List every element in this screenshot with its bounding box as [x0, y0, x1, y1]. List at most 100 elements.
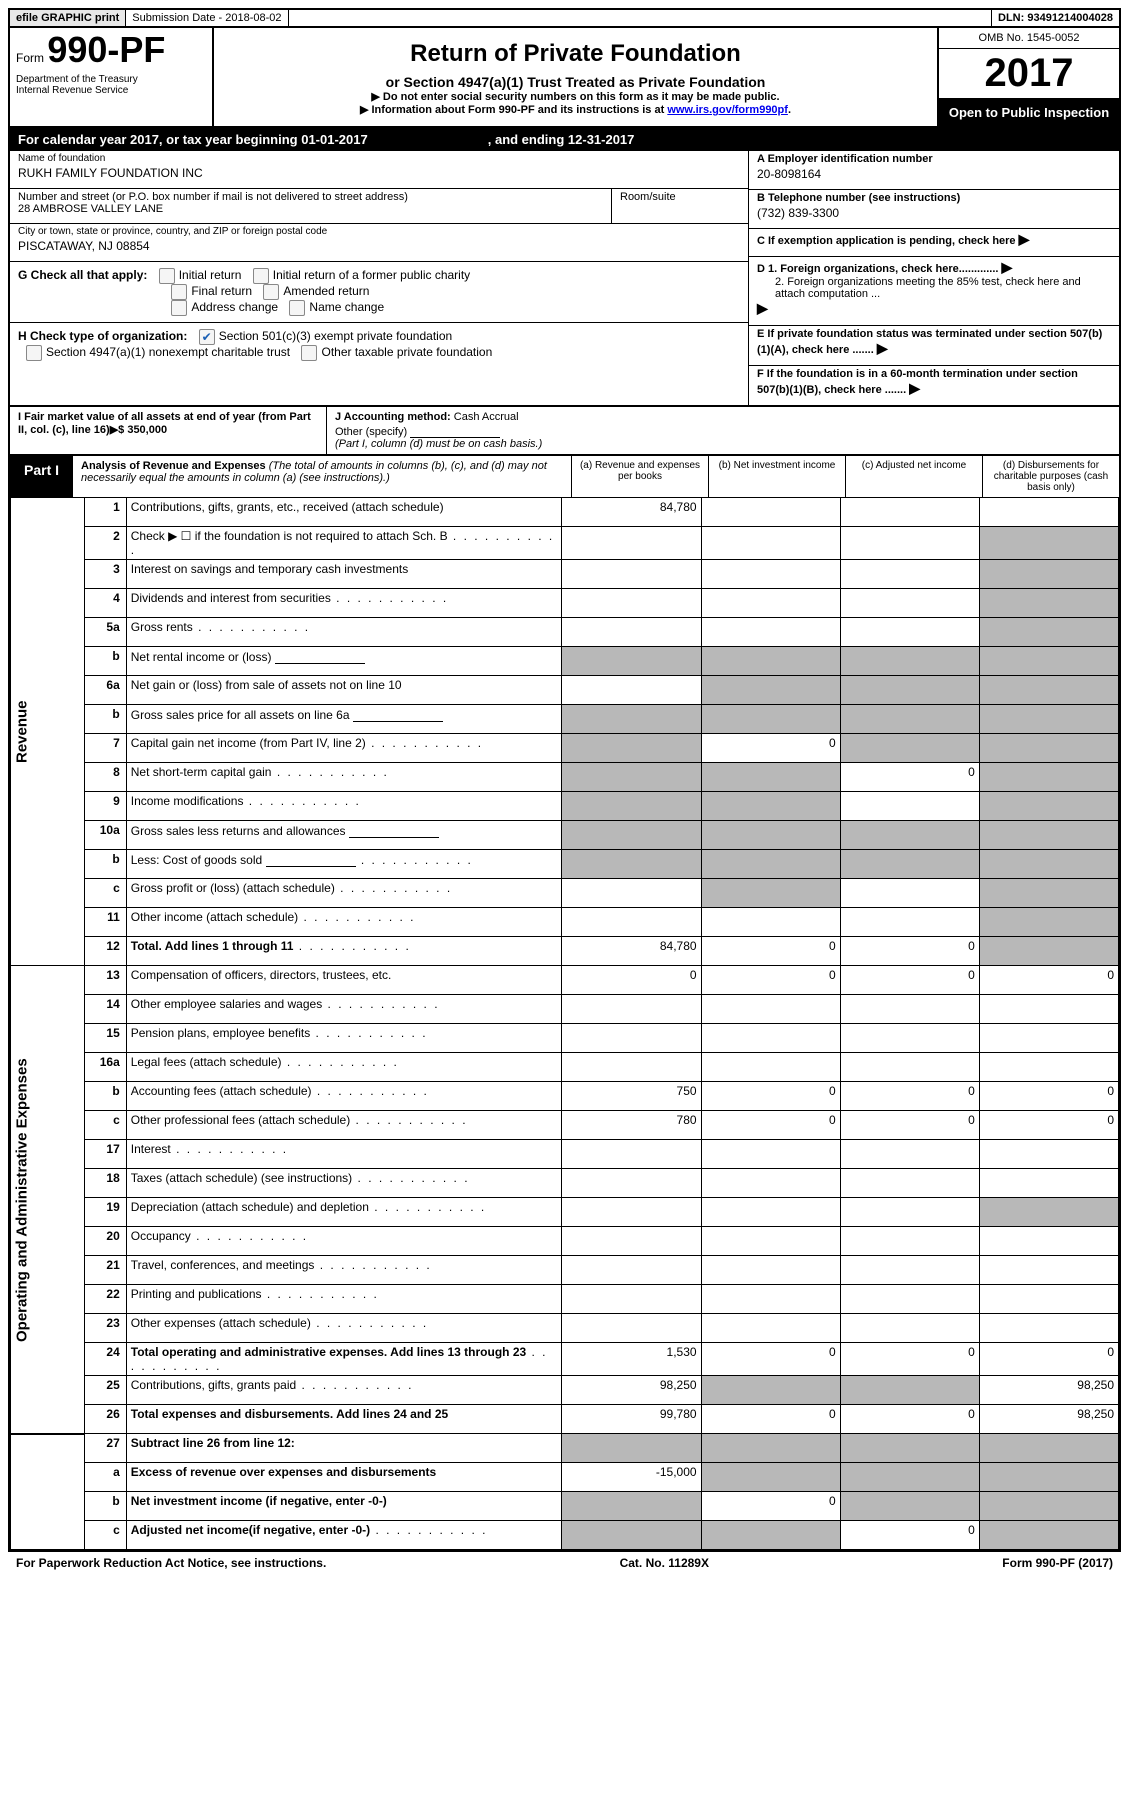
table-row: cAdjusted net income(if negative, enter …	[11, 1521, 1119, 1550]
table-row: 22Printing and publications	[11, 1285, 1119, 1314]
city-cell: City or town, state or province, country…	[10, 224, 748, 262]
table-row: 15Pension plans, employee benefits	[11, 1024, 1119, 1053]
checkbox-name-change[interactable]	[289, 300, 305, 316]
header-right: OMB No. 1545-0052 2017 Open to Public In…	[937, 28, 1119, 126]
col-b-header: (b) Net investment income	[708, 456, 845, 497]
i-j-row: I Fair market value of all assets at end…	[10, 406, 1119, 454]
col-a-header: (a) Revenue and expenses per books	[571, 456, 708, 497]
table-row: 26Total expenses and disbursements. Add …	[11, 1405, 1119, 1434]
table-row: 4Dividends and interest from securities	[11, 589, 1119, 618]
table-row: 25Contributions, gifts, grants paid98,25…	[11, 1376, 1119, 1405]
table-row: 16aLegal fees (attach schedule)	[11, 1053, 1119, 1082]
checkbox-other-taxable[interactable]	[301, 345, 317, 361]
checkbox-address-change[interactable]	[171, 300, 187, 316]
section-d: D 1. Foreign organizations, check here..…	[749, 257, 1119, 326]
table-row: 10aGross sales less returns and allowanc…	[11, 821, 1119, 850]
irs-label: Internal Revenue Service	[16, 85, 206, 96]
dept-treasury: Department of the Treasury	[16, 74, 206, 85]
checkbox-initial-former[interactable]	[253, 268, 269, 284]
omb-number: OMB No. 1545-0052	[939, 28, 1119, 49]
entity-right: A Employer identification number 20-8098…	[749, 151, 1119, 405]
table-row: cGross profit or (loss) (attach schedule…	[11, 879, 1119, 908]
table-row: aExcess of revenue over expenses and dis…	[11, 1463, 1119, 1492]
telephone: (732) 839-3300	[757, 206, 1111, 220]
section-e: E If private foundation status was termi…	[749, 326, 1119, 366]
section-i: I Fair market value of all assets at end…	[10, 407, 327, 454]
revenue-table: Revenue1Contributions, gifts, grants, et…	[10, 497, 1119, 1550]
table-row: 8Net short-term capital gain0	[11, 763, 1119, 792]
checkbox-501c3[interactable]	[199, 329, 215, 345]
other-method-input[interactable]	[410, 423, 500, 438]
footer-cat-no: Cat. No. 11289X	[620, 1556, 709, 1570]
table-row: bGross sales price for all assets on lin…	[11, 705, 1119, 734]
city-state-zip: PISCATAWAY, NJ 08854	[18, 239, 740, 253]
instructions-link[interactable]: www.irs.gov/form990pf	[667, 104, 788, 116]
address-cell: Number and street (or P.O. box number if…	[10, 189, 611, 223]
table-row: 12Total. Add lines 1 through 1184,78000	[11, 937, 1119, 966]
section-j: J Accounting method: Cash Accrual Other …	[327, 407, 1119, 454]
table-row: Operating and Administrative Expenses13C…	[11, 966, 1119, 995]
col-c-header: (c) Adjusted net income	[845, 456, 982, 497]
header-left: Form 990-PF Department of the Treasury I…	[10, 28, 214, 126]
table-row: 23Other expenses (attach schedule)	[11, 1314, 1119, 1343]
table-row: bNet rental income or (loss)	[11, 647, 1119, 676]
table-row: bNet investment income (if negative, ent…	[11, 1492, 1119, 1521]
table-row: 6aNet gain or (loss) from sale of assets…	[11, 676, 1119, 705]
table-row: 19Depreciation (attach schedule) and dep…	[11, 1198, 1119, 1227]
table-row: 2Check ▶ ☐ if the foundation is not requ…	[11, 527, 1119, 560]
section-side-label: Operating and Administrative Expenses	[11, 966, 85, 1434]
note-instructions: ▶ Information about Form 990-PF and its …	[224, 103, 927, 116]
table-row: 11Other income (attach schedule)	[11, 908, 1119, 937]
note-ssn: ▶ Do not enter social security numbers o…	[224, 90, 927, 103]
table-row: 21Travel, conferences, and meetings	[11, 1256, 1119, 1285]
footer-paperwork: For Paperwork Reduction Act Notice, see …	[16, 1556, 326, 1570]
header-center: Return of Private Foundation or Section …	[214, 28, 937, 126]
table-row: 24Total operating and administrative exp…	[11, 1343, 1119, 1376]
checkbox-final-return[interactable]	[171, 284, 187, 300]
entity-left: Name of foundation RUKH FAMILY FOUNDATIO…	[10, 151, 749, 405]
form-label: Form	[16, 51, 44, 65]
footer-form-ref: Form 990-PF (2017)	[1002, 1556, 1113, 1570]
form-header: Form 990-PF Department of the Treasury I…	[10, 28, 1119, 128]
table-row: 5aGross rents	[11, 618, 1119, 647]
section-f: F If the foundation is in a 60-month ter…	[749, 366, 1119, 405]
efile-print-button[interactable]: efile GRAPHIC print	[10, 10, 126, 26]
table-row: 27Subtract line 26 from line 12:	[11, 1434, 1119, 1463]
part-1-header: Part I Analysis of Revenue and Expenses …	[10, 454, 1119, 497]
table-row: 3Interest on savings and temporary cash …	[11, 560, 1119, 589]
ein-cell: A Employer identification number 20-8098…	[749, 151, 1119, 190]
telephone-cell: B Telephone number (see instructions) (7…	[749, 190, 1119, 229]
table-row: cOther professional fees (attach schedul…	[11, 1111, 1119, 1140]
table-row: bAccounting fees (attach schedule)750000	[11, 1082, 1119, 1111]
table-row: Revenue1Contributions, gifts, grants, et…	[11, 498, 1119, 527]
top-spacer	[289, 10, 993, 26]
form-subtitle: or Section 4947(a)(1) Trust Treated as P…	[224, 74, 927, 90]
room-suite-cell: Room/suite	[611, 189, 748, 223]
section-g: G Check all that apply: Initial return I…	[10, 262, 748, 323]
form-container: Form 990-PF Department of the Treasury I…	[8, 28, 1121, 1552]
part-1-description: Analysis of Revenue and Expenses (The to…	[73, 456, 571, 497]
calendar-year-row: For calendar year 2017, or tax year begi…	[10, 128, 1119, 151]
table-row: 9Income modifications	[11, 792, 1119, 821]
tax-year: 2017	[939, 49, 1119, 99]
table-row: 18Taxes (attach schedule) (see instructi…	[11, 1169, 1119, 1198]
foundation-name-cell: Name of foundation RUKH FAMILY FOUNDATIO…	[10, 151, 748, 189]
submission-date: Submission Date - 2018-08-02	[126, 10, 288, 26]
street-address: 28 AMBROSE VALLEY LANE	[18, 203, 603, 215]
checkbox-amended-return[interactable]	[263, 284, 279, 300]
ein: 20-8098164	[757, 167, 1111, 181]
page-footer: For Paperwork Reduction Act Notice, see …	[8, 1552, 1121, 1570]
top-bar: efile GRAPHIC print Submission Date - 20…	[8, 8, 1121, 28]
table-row: 7Capital gain net income (from Part IV, …	[11, 734, 1119, 763]
part-1-label: Part I	[10, 456, 73, 497]
entity-section: Name of foundation RUKH FAMILY FOUNDATIO…	[10, 151, 1119, 406]
checkbox-4947[interactable]	[26, 345, 42, 361]
table-row: 14Other employee salaries and wages	[11, 995, 1119, 1024]
col-d-header: (d) Disbursements for charitable purpose…	[982, 456, 1119, 497]
section-side-label: Revenue	[11, 498, 85, 966]
checkbox-initial-return[interactable]	[159, 268, 175, 284]
section-h: H Check type of organization: Section 50…	[10, 323, 748, 367]
table-row: 17Interest	[11, 1140, 1119, 1169]
table-row: 20Occupancy	[11, 1227, 1119, 1256]
open-to-public: Open to Public Inspection	[939, 99, 1119, 126]
